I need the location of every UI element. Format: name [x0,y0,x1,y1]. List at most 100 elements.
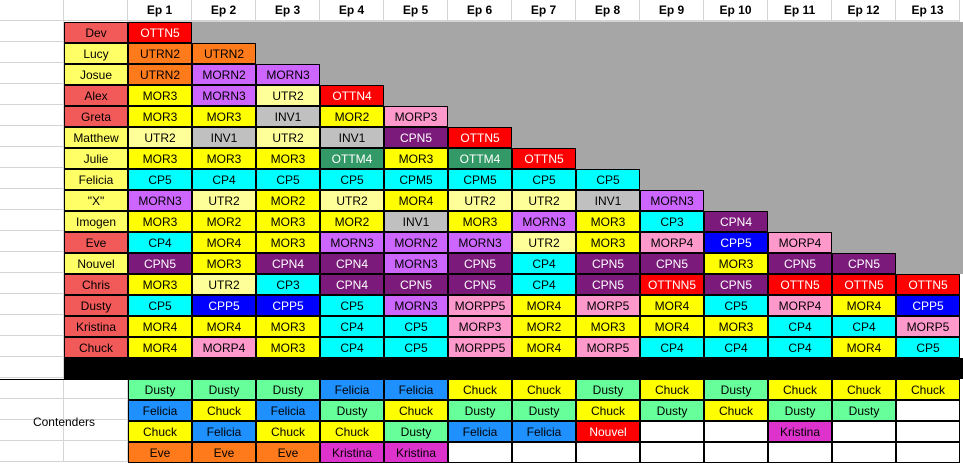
episode-header: Ep 8 [576,0,640,22]
contender-cell: Chuck [768,379,832,400]
episode-result-cell: CP5 [512,169,576,190]
episode-result-cell: CP4 [768,316,832,337]
contender-cell: Chuck [320,421,384,442]
contender-cell: Kristina [768,421,832,442]
grid-cell [0,294,64,315]
episode-result-cell: UTRN2 [192,43,256,64]
episode-result-cell: CPN5 [384,274,448,295]
episode-result-cell: MORN3 [320,232,384,253]
episode-result-cell: CPN5 [128,253,192,274]
contender-cell: Chuck [512,379,576,400]
episode-result-cell: CP5 [128,295,192,316]
episode-result-cell: MORN3 [384,295,448,316]
episode-result-cell: MORP5 [576,337,640,358]
episode-header: Ep 7 [512,0,576,22]
contender-cell: Chuck [576,400,640,421]
episode-result-cell: MOR3 [128,106,192,127]
episode-result-cell: CPN5 [768,253,832,274]
contender-cell: Eve [192,442,256,463]
contender-cell: Dusty [704,379,768,400]
episode-result-cell: CPN4 [704,211,768,232]
episode-result-cell: MOR3 [192,253,256,274]
episode-result-cell: INV1 [320,127,384,148]
episode-result-cell: CP4 [704,337,768,358]
contender-cell: Chuck [256,421,320,442]
grid-cell [0,42,64,63]
episode-result-cell: MOR4 [128,337,192,358]
contender-cell: Chuck [640,379,704,400]
empty-contender-cell [896,400,960,421]
contender-cell: Chuck [448,379,512,400]
grid-cell [0,378,64,399]
episode-result-cell: OTTN5 [832,274,896,295]
contender-cell: Dusty [768,400,832,421]
episode-result-cell: MORPP5 [448,337,512,358]
episode-result-cell: MORN2 [384,232,448,253]
episode-result-cell: CP4 [192,169,256,190]
empty-contender-cell [896,442,960,463]
episode-result-cell: MORN3 [384,253,448,274]
contestant-name: Lucy [64,43,128,64]
grid-cell [0,168,64,189]
contender-cell: Dusty [576,379,640,400]
episode-header: Ep 9 [640,0,704,22]
contestant-name: Nouvel [64,253,128,274]
episode-result-cell: OTTN5 [128,22,192,43]
contender-cell: Felicia [384,379,448,400]
episode-result-cell: CP4 [768,337,832,358]
episode-header: Ep 2 [192,0,256,22]
episode-result-cell: CP5 [320,169,384,190]
episode-result-cell: MORN3 [128,190,192,211]
episode-result-cell: OTTN4 [320,85,384,106]
empty-contender-cell [832,421,896,442]
episode-result-cell: CPN5 [640,253,704,274]
episode-result-cell: CP5 [384,337,448,358]
empty-contender-cell [896,421,960,442]
episode-result-cell: CPN5 [448,253,512,274]
episode-result-cell: CP5 [384,316,448,337]
episode-result-cell: MORN3 [256,64,320,85]
contender-cell: Eve [256,442,320,463]
episode-result-cell: MOR4 [640,295,704,316]
contender-cell: Nouvel [576,421,640,442]
episode-result-cell: OTTM4 [448,148,512,169]
contender-cell: Felicia [320,379,384,400]
episode-result-cell: MOR3 [256,232,320,253]
contender-cell: Chuck [384,400,448,421]
separator-bar [64,358,963,379]
episode-result-cell: CPN4 [320,253,384,274]
episode-header: Ep 6 [448,0,512,22]
episode-result-cell: UTRN2 [128,43,192,64]
episode-result-cell: OTTN5 [768,274,832,295]
episode-result-cell: INV1 [192,127,256,148]
grid-cell [0,357,64,378]
episode-result-cell: CPM5 [384,169,448,190]
episode-result-cell: UTR2 [128,127,192,148]
episode-result-cell: CPP5 [896,295,960,316]
episode-result-cell: MORPP5 [448,295,512,316]
episode-result-cell: MORP4 [768,295,832,316]
empty-contender-cell [640,442,704,463]
episode-result-cell: CPN5 [384,127,448,148]
episode-result-cell: MORN3 [448,232,512,253]
episode-result-cell: CP3 [256,274,320,295]
episode-header: Ep 3 [256,0,320,22]
contender-cell: Dusty [832,400,896,421]
episode-result-cell: INV1 [576,190,640,211]
contestant-name: Chris [64,274,128,295]
contestant-name: Dev [64,22,128,43]
contender-cell: Dusty [640,400,704,421]
contender-cell: Dusty [128,379,192,400]
grid-cell [0,336,64,357]
episode-result-cell: CPN5 [576,253,640,274]
contender-cell: Felicia [512,421,576,442]
contender-cell: Kristina [320,442,384,463]
grid-cell [64,399,128,420]
episode-result-cell: UTR2 [256,127,320,148]
episode-result-cell: MOR3 [128,211,192,232]
grid-cell [0,210,64,231]
episode-result-cell: MOR3 [384,148,448,169]
contestant-name: Matthew [64,127,128,148]
episode-result-cell: CP4 [320,337,384,358]
episode-result-cell: MOR4 [128,316,192,337]
